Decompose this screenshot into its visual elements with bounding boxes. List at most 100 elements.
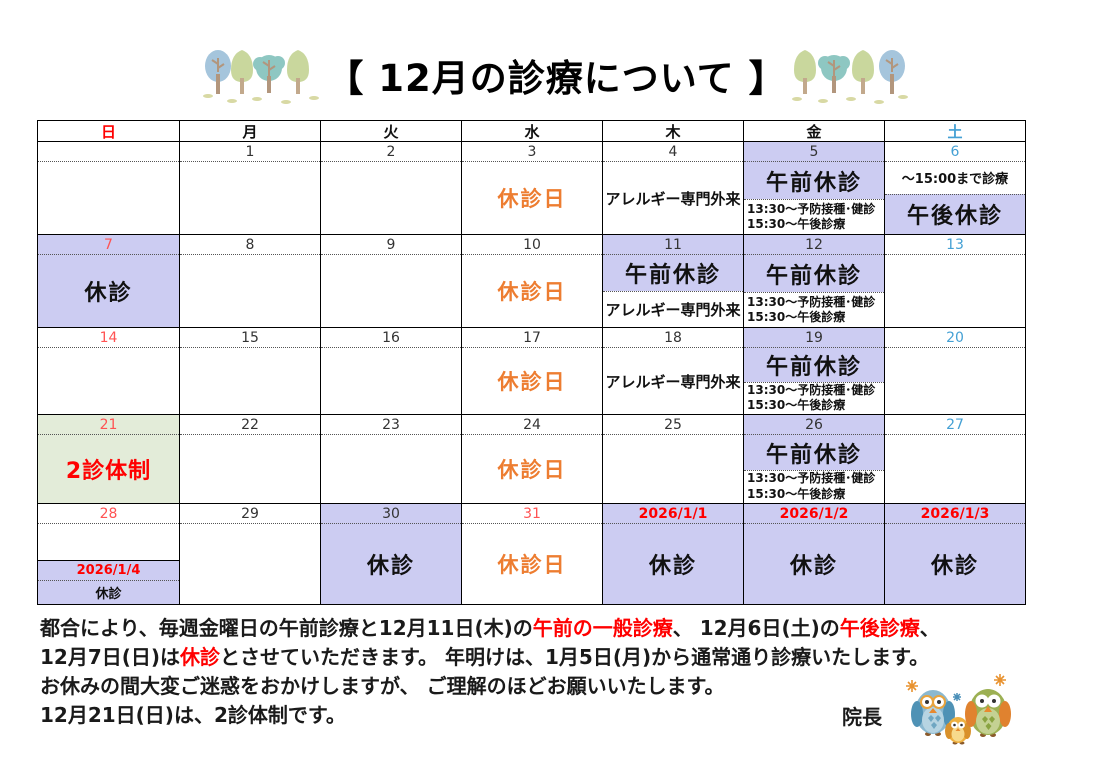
cell-note: 休診 bbox=[930, 554, 979, 579]
cell-date: 31 bbox=[462, 504, 602, 524]
cell-content: 休診 bbox=[38, 255, 179, 327]
note-text: 、 bbox=[919, 616, 940, 640]
extra-date: 2026/1/4 bbox=[38, 561, 179, 581]
sparkle-icons bbox=[906, 674, 1006, 701]
calendar-cell-27: 27 bbox=[884, 415, 1025, 503]
cell-content bbox=[603, 435, 743, 503]
highlighted-text: 休診 bbox=[180, 645, 221, 669]
page-title: 【 12月の診療について 】 bbox=[326, 57, 787, 101]
cell-note: 午前休診 bbox=[603, 255, 743, 292]
note-text: お休みの間大変ご迷惑をおかけしますが、 ご理解のほどお願いいたします。 bbox=[40, 674, 725, 698]
weekday-header-row: 日 月火水木金土 bbox=[38, 121, 1025, 141]
calendar-cell-31: 31 休診日 bbox=[461, 504, 602, 604]
cell-content: 休診日 bbox=[462, 524, 602, 604]
cell-content bbox=[180, 255, 320, 327]
cell-note: 休診日 bbox=[497, 458, 567, 482]
cell-date: 20 bbox=[885, 328, 1025, 348]
cell-content bbox=[38, 348, 179, 414]
note-text: 都合により、毎週金曜日の午前診療と12月11日(木)の bbox=[40, 616, 533, 640]
calendar-cell-14: 14 bbox=[38, 328, 179, 414]
calendar-cell-7: 7 休診 bbox=[38, 235, 179, 327]
calendar-cell-3: 3 休診日 bbox=[461, 142, 602, 234]
cell-date: 25 bbox=[603, 415, 743, 435]
cell-note: 13:30～予防接種･健診 15:30～午後診療 bbox=[744, 292, 884, 327]
extra-date-box: 2026/1/4 休診 bbox=[38, 560, 179, 604]
cell-date: 1 bbox=[180, 142, 320, 162]
cell-note: アレルギー専門外来 bbox=[605, 372, 741, 391]
cell-note: 休診日 bbox=[497, 370, 567, 394]
calendar-cell-1: 1 bbox=[179, 142, 320, 234]
cell-content bbox=[321, 348, 461, 414]
cell-date: 29 bbox=[180, 504, 320, 524]
cell-content: 2026/1/4 休診 bbox=[38, 524, 179, 604]
calendar-cell-2026/1/3: 2026/1/3 休診 bbox=[884, 504, 1025, 604]
trees-decoration-right bbox=[791, 50, 908, 104]
calendar-cell-4: 4 アレルギー専門外来 bbox=[602, 142, 743, 234]
footer-line-3: お休みの間大変ご迷惑をおかけしますが、 ご理解のほどお願いいたします。 bbox=[40, 672, 1085, 701]
trees-decoration-left bbox=[203, 50, 320, 104]
cell-content: 2診体制 bbox=[38, 435, 179, 503]
extra-date-note: 休診 bbox=[95, 587, 122, 602]
cell-content bbox=[321, 435, 461, 503]
owl-blue bbox=[911, 690, 955, 736]
cell-content: 午前休診 13:30～予防接種･健診 15:30～午後診療 bbox=[744, 348, 884, 414]
cell-note: 休診日 bbox=[497, 280, 567, 304]
cell-content: 午前休診 13:30～予防接種･健診 15:30～午後診療 bbox=[744, 255, 884, 327]
cell-date: 13 bbox=[885, 235, 1025, 255]
director-signature: 院長 bbox=[842, 705, 882, 729]
calendar-cell-17: 17 休診日 bbox=[461, 328, 602, 414]
calendar-cell-2026/1/1: 2026/1/1 休診 bbox=[602, 504, 743, 604]
note-text: 12月21日(日)は、2診体制です。 bbox=[40, 703, 346, 727]
weekday-header: 火 bbox=[320, 121, 461, 141]
calendar-cell-20: 20 bbox=[884, 328, 1025, 414]
calendar-cell-25: 25 bbox=[602, 415, 743, 503]
cell-content: 休診 bbox=[744, 524, 884, 604]
cell-date: 19 bbox=[744, 328, 884, 348]
cell-date: 30 bbox=[321, 504, 461, 524]
cell-date: 15 bbox=[180, 328, 320, 348]
cell-content bbox=[180, 162, 320, 234]
cell-date: 28 bbox=[38, 504, 179, 524]
cell-date: 5 bbox=[744, 142, 884, 162]
cell-date: 23 bbox=[321, 415, 461, 435]
cell-date: 24 bbox=[462, 415, 602, 435]
cell-date: 3 bbox=[462, 142, 602, 162]
calendar-week-row: 1 2 3 休診日 4 アレルギー専門外来 5 午前休診 13:30～予防接種･健診 15:30～… bbox=[38, 141, 1025, 234]
cell-date: 22 bbox=[180, 415, 320, 435]
footer-line-2: 12月7日(日)は休診とさせていただきます。 年明けは、1月5日(月)から通常通… bbox=[40, 643, 1085, 672]
cell-content bbox=[885, 255, 1025, 327]
calendar-cell-6: 6 ～15:00まで診療 午後休診 bbox=[884, 142, 1025, 234]
calendar-cell-28: 28 2026/1/4 休診 bbox=[38, 504, 179, 604]
cell-date: 2 bbox=[321, 142, 461, 162]
cell-content bbox=[180, 348, 320, 414]
cell-date: 2026/1/3 bbox=[885, 504, 1025, 524]
weekday-header: 水 bbox=[461, 121, 602, 141]
cell-note: 13:30～予防接種･健診 15:30～午後診療 bbox=[744, 381, 884, 414]
calendar-cell-29: 29 bbox=[179, 504, 320, 604]
cell-content: 休診日 bbox=[462, 255, 602, 327]
cell-content: アレルギー専門外来 bbox=[603, 348, 743, 414]
cell-date bbox=[38, 142, 179, 162]
calendar-cell-30: 30 休診 bbox=[320, 504, 461, 604]
cell-note: 午後休診 bbox=[885, 193, 1025, 234]
title-row: 【 12月の診療について 】 bbox=[0, 44, 1113, 106]
cell-date: 27 bbox=[885, 415, 1025, 435]
cell-date: 14 bbox=[38, 328, 179, 348]
calendar-cell-13: 13 bbox=[884, 235, 1025, 327]
highlighted-text: 午後診療 bbox=[839, 616, 920, 640]
cell-note: ～15:00まで診療 bbox=[901, 172, 1009, 188]
note-text: とさせていただきます。 年明けは、1月5日(月)から通常通り診療いたします。 bbox=[220, 645, 930, 669]
cell-note: 休診 bbox=[789, 554, 838, 579]
cell-content: ～15:00まで診療午後休診 bbox=[885, 162, 1025, 234]
cell-content: 休診日 bbox=[462, 435, 602, 503]
cell-note: アレルギー専門外来 bbox=[605, 189, 741, 208]
calendar-cell-empty bbox=[38, 142, 179, 234]
cell-date: 10 bbox=[462, 235, 602, 255]
calendar-week-row: 7 休診 8 9 10 休診日 11 午前休診 アレルギー専門外来 12 午前休診 13:30～予防接… bbox=[38, 234, 1025, 327]
cell-note: 13:30～予防接種･健診 15:30～午後診療 bbox=[744, 199, 884, 234]
weekday-header: 月 bbox=[179, 121, 320, 141]
cell-content bbox=[321, 162, 461, 234]
calendar-cell-16: 16 bbox=[320, 328, 461, 414]
cell-content: 休診 bbox=[603, 524, 743, 604]
note-text: 、 12月6日(土)の bbox=[672, 616, 840, 640]
